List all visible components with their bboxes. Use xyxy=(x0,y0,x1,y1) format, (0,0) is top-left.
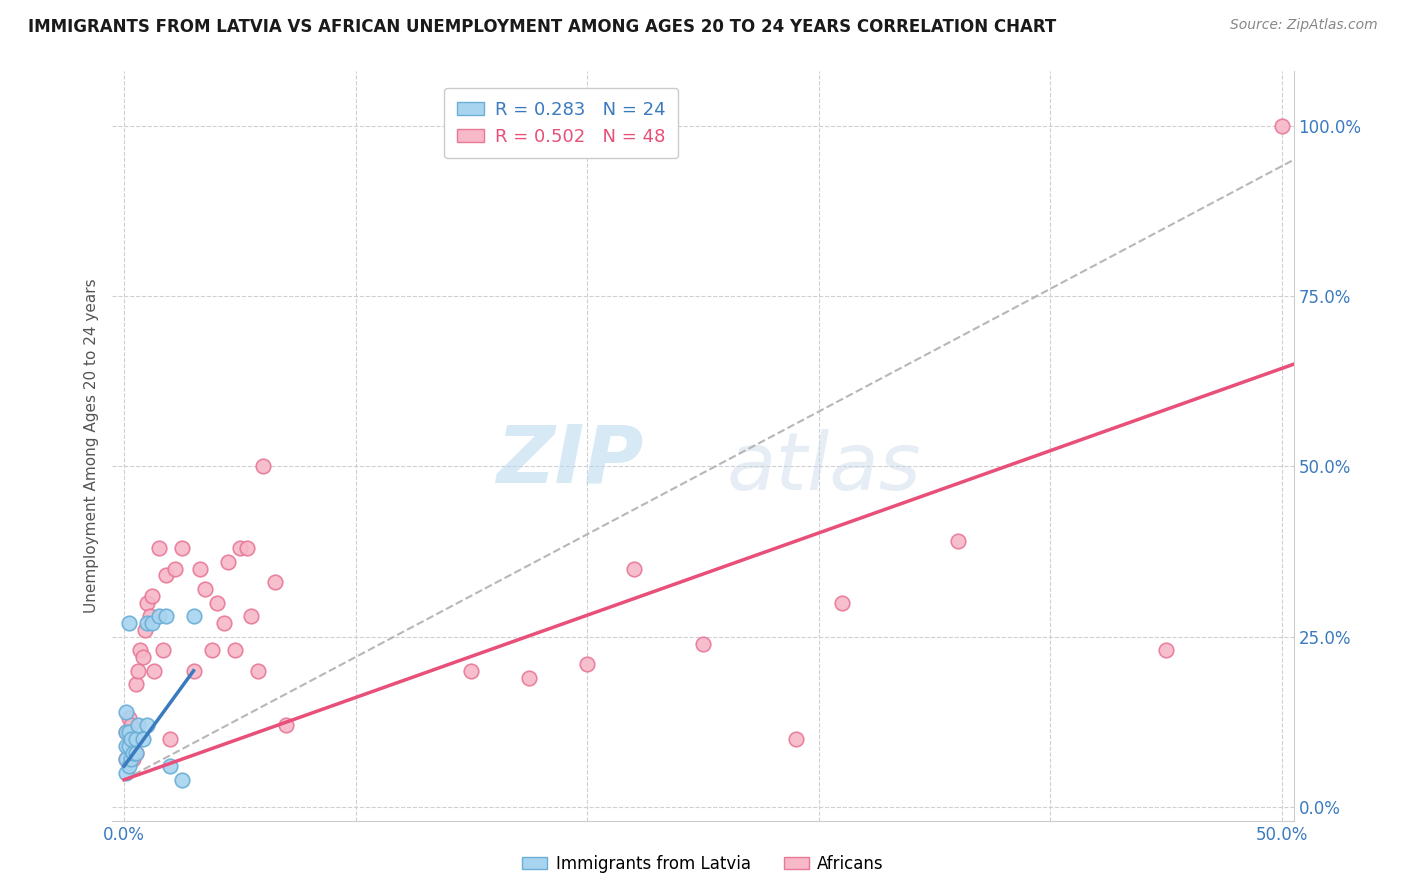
Point xyxy=(240,609,263,624)
Point xyxy=(115,725,138,739)
Point xyxy=(1154,643,1177,657)
Point xyxy=(115,725,138,739)
Point xyxy=(115,752,138,766)
Point xyxy=(205,596,228,610)
Legend: R = 0.283   N = 24, R = 0.502   N = 48: R = 0.283 N = 24, R = 0.502 N = 48 xyxy=(444,88,678,158)
Y-axis label: Unemployment Among Ages 20 to 24 years: Unemployment Among Ages 20 to 24 years xyxy=(83,278,98,614)
Text: ZIP: ZIP xyxy=(496,422,644,500)
Point xyxy=(159,731,181,746)
Point xyxy=(831,596,853,610)
Point xyxy=(143,664,166,678)
Point xyxy=(122,752,145,766)
Point xyxy=(217,555,239,569)
Point xyxy=(236,541,259,556)
Point xyxy=(194,582,217,596)
Point xyxy=(118,616,141,631)
Point xyxy=(946,534,969,549)
Point xyxy=(170,772,193,787)
Point xyxy=(118,739,141,753)
Point xyxy=(120,746,142,760)
Point xyxy=(115,705,138,719)
Point xyxy=(118,711,141,725)
Point xyxy=(136,616,159,631)
Point xyxy=(124,677,146,691)
Point xyxy=(118,725,141,739)
Point xyxy=(115,752,138,766)
Point xyxy=(517,671,540,685)
Point xyxy=(136,596,159,610)
Point xyxy=(134,623,156,637)
Point xyxy=(159,759,181,773)
Point xyxy=(183,664,205,678)
Point xyxy=(115,739,138,753)
Point xyxy=(141,589,163,603)
Point xyxy=(124,746,146,760)
Point xyxy=(124,746,146,760)
Point xyxy=(118,739,141,753)
Point xyxy=(115,766,138,780)
Point xyxy=(127,718,149,732)
Point xyxy=(212,616,235,631)
Point xyxy=(247,664,270,678)
Point xyxy=(148,609,170,624)
Point xyxy=(229,541,252,556)
Point xyxy=(141,616,163,631)
Point xyxy=(118,759,141,773)
Point xyxy=(201,643,224,657)
Point xyxy=(148,541,170,556)
Point xyxy=(692,636,714,650)
Text: atlas: atlas xyxy=(727,429,921,508)
Point xyxy=(120,731,142,746)
Point xyxy=(124,731,146,746)
Point xyxy=(190,561,212,575)
Point xyxy=(129,643,152,657)
Point xyxy=(136,718,159,732)
Legend: Immigrants from Latvia, Africans: Immigrants from Latvia, Africans xyxy=(516,848,890,880)
Point xyxy=(120,752,142,766)
Point xyxy=(460,664,482,678)
Point xyxy=(155,568,177,582)
Point xyxy=(131,650,153,665)
Point xyxy=(252,459,274,474)
Point xyxy=(785,731,807,746)
Point xyxy=(120,718,142,732)
Point xyxy=(155,609,177,624)
Point xyxy=(131,731,153,746)
Point xyxy=(127,664,149,678)
Text: IMMIGRANTS FROM LATVIA VS AFRICAN UNEMPLOYMENT AMONG AGES 20 TO 24 YEARS CORRELA: IMMIGRANTS FROM LATVIA VS AFRICAN UNEMPL… xyxy=(28,18,1056,36)
Point xyxy=(1271,119,1294,133)
Point xyxy=(224,643,246,657)
Point xyxy=(576,657,599,671)
Point xyxy=(183,609,205,624)
Point xyxy=(263,575,285,590)
Point xyxy=(138,609,160,624)
Point xyxy=(163,561,186,575)
Point xyxy=(276,718,298,732)
Point xyxy=(623,561,645,575)
Point xyxy=(152,643,174,657)
Point xyxy=(122,746,145,760)
Point xyxy=(170,541,193,556)
Text: Source: ZipAtlas.com: Source: ZipAtlas.com xyxy=(1230,18,1378,32)
